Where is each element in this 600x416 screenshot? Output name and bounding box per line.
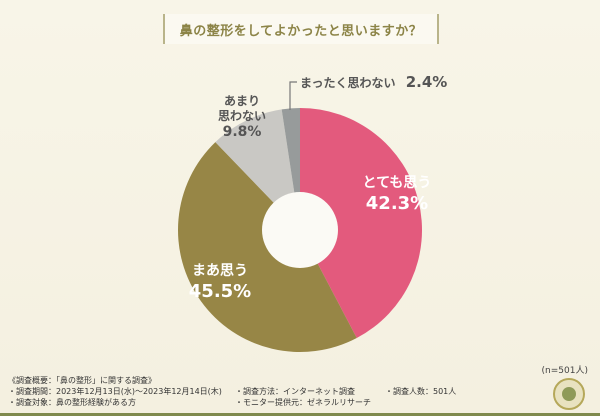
slice-somewhat-pct: 45.5% <box>188 280 252 302</box>
slice-label-very: とても思う 42.3% <box>352 175 442 215</box>
footer-heading: 《調査概要：「鼻の整形」に関する調査》 <box>8 376 156 385</box>
leader-line <box>289 81 297 110</box>
slice-notatall-name: まったく思わない <box>300 76 396 90</box>
slice-notmuch-name2: 思わない <box>217 109 266 123</box>
footer-col2: ・調査方法：インターネット調査 ・モニター提供元：ゼネラルリサーチ <box>235 386 371 408</box>
slice-label-somewhat: まあ思う 45.5% <box>180 263 260 303</box>
slice-very-pct: 42.3% <box>365 192 429 214</box>
chart-title-box: 鼻の整形をしてよかったと思いますか？ <box>163 14 439 44</box>
sample-size: (n=501人) <box>541 366 588 376</box>
chart-title: 鼻の整形をしてよかったと思いますか？ <box>179 23 423 39</box>
slice-label-notmuch: あまり 思わない 9.8% <box>212 94 272 142</box>
slice-notatall-pct: 2.4% <box>405 73 448 91</box>
slice-label-notatall: まったく思わない 2.4% <box>300 73 447 92</box>
survey-footer: 《調査概要：「鼻の整形」に関する調査》 ・調査期間：2023年12月13日(水)… <box>8 375 222 408</box>
slice-somewhat-name: まあ思う <box>192 263 248 279</box>
footer-provider: ・モニター提供元：ゼネラルリサーチ <box>235 398 371 407</box>
slice-very-name: とても思う <box>362 175 432 191</box>
footer-method: ・調査方法：インターネット調査 <box>235 387 355 396</box>
footer-count: ・調査人数：501人 <box>385 387 457 396</box>
footer-target: ・調査対象：鼻の整形経験がある方 <box>8 398 136 407</box>
donut-hole <box>262 192 338 268</box>
slice-notmuch-pct: 9.8% <box>222 124 262 140</box>
bottom-border <box>0 413 600 416</box>
footer-period: ・調査期間：2023年12月13日(水)～2023年12月14日(木) <box>8 387 222 396</box>
slice-notmuch-name1: あまり <box>223 94 260 108</box>
footer-col3: ・調査人数：501人 <box>385 386 456 397</box>
company-logo-icon <box>553 378 585 410</box>
donut-slice <box>300 108 422 338</box>
